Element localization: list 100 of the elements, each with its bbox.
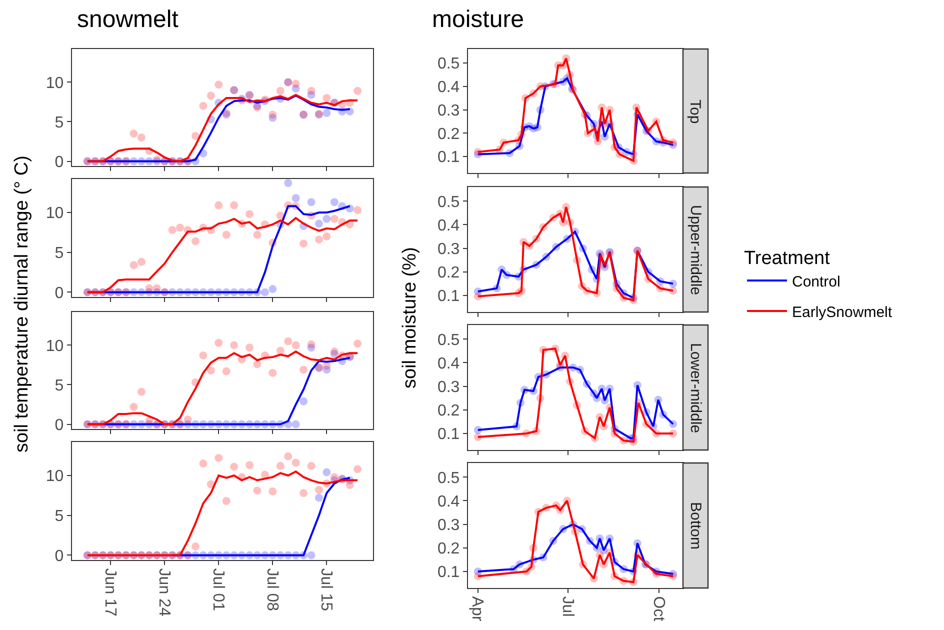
point: [620, 576, 628, 585]
point: [572, 401, 581, 410]
point: [582, 286, 591, 295]
point: [260, 288, 269, 296]
point: [346, 481, 354, 490]
point: [582, 380, 591, 388]
point: [549, 214, 558, 222]
point: [569, 363, 578, 372]
point: [354, 86, 362, 95]
text: Upper-middle: [687, 205, 704, 296]
point: [606, 106, 614, 114]
y-tick-label: 0.2: [437, 126, 460, 143]
point: [566, 378, 574, 386]
point: [566, 70, 574, 79]
point: [314, 220, 323, 228]
point: [474, 292, 482, 300]
point: [500, 138, 508, 147]
point: [652, 137, 660, 146]
x-tick-label: Jun 24: [155, 568, 172, 616]
point: [276, 346, 284, 355]
point: [199, 351, 208, 360]
point: [633, 539, 642, 548]
point: [629, 438, 638, 446]
chart-title: moisture: [432, 6, 524, 33]
point: [307, 551, 316, 560]
y-tick-label: 0.3: [437, 240, 460, 258]
text: Top: [686, 100, 704, 124]
point: [620, 294, 628, 302]
point: [563, 234, 572, 243]
legend-label: Control: [792, 273, 840, 290]
x-tick-label: Oct: [650, 596, 668, 622]
point: [184, 416, 192, 424]
y-tick-label: 0.5: [437, 470, 460, 487]
point: [214, 201, 223, 210]
point: [137, 134, 146, 142]
point: [542, 252, 550, 261]
point: [536, 82, 544, 90]
point: [137, 258, 146, 266]
point: [276, 462, 284, 470]
point: [474, 572, 482, 580]
y-tick-label: 0.3: [437, 378, 460, 396]
point: [556, 506, 564, 514]
point: [253, 486, 262, 495]
point: [260, 470, 269, 479]
point: [590, 434, 599, 442]
point: [206, 366, 215, 374]
point: [512, 422, 521, 430]
point: [307, 198, 316, 206]
y-tick-label: 0.4: [437, 79, 460, 96]
x-tick-label: Jul: [558, 596, 576, 617]
y-tick-label: 0.1: [437, 564, 460, 582]
point: [561, 352, 570, 360]
point: [246, 344, 254, 352]
point: [600, 132, 609, 141]
point: [474, 148, 482, 156]
point: [292, 458, 300, 467]
point: [516, 398, 525, 407]
point: [600, 260, 609, 269]
point: [292, 80, 300, 88]
point: [498, 266, 506, 274]
point: [529, 89, 538, 98]
point: [514, 136, 523, 144]
point: [322, 94, 331, 102]
point: [214, 80, 223, 89]
point: [330, 473, 338, 482]
point: [588, 266, 596, 274]
point: [492, 284, 501, 292]
point: [580, 427, 589, 436]
point: [534, 508, 542, 516]
point: [268, 487, 277, 496]
point: [600, 120, 609, 128]
point: [578, 244, 587, 252]
point: [578, 560, 587, 568]
point: [576, 366, 584, 374]
point: [300, 489, 308, 498]
y-tick-label: 5: [54, 508, 64, 525]
y-tick-label: 0.5: [437, 194, 460, 211]
point: [222, 497, 230, 505]
point: [520, 386, 528, 394]
point: [652, 570, 660, 578]
point: [562, 203, 570, 212]
y-tick-label: 10: [46, 468, 64, 486]
chart-title: snowmelt: [77, 6, 179, 33]
point: [600, 396, 609, 404]
point: [284, 452, 292, 460]
point: [522, 429, 530, 438]
point: [276, 212, 284, 220]
point: [222, 230, 230, 239]
y-tick-label: 0.4: [437, 493, 460, 510]
y-tick-label: 5: [54, 244, 64, 262]
point: [206, 92, 215, 100]
y-tick-label: 0: [54, 548, 64, 565]
y-tick-label: 10: [46, 74, 64, 92]
point: [566, 218, 574, 226]
point: [629, 578, 638, 586]
point: [330, 214, 338, 223]
point: [533, 123, 542, 132]
point: [590, 124, 599, 133]
legend-title: Treatment: [744, 248, 831, 270]
point: [130, 261, 138, 270]
